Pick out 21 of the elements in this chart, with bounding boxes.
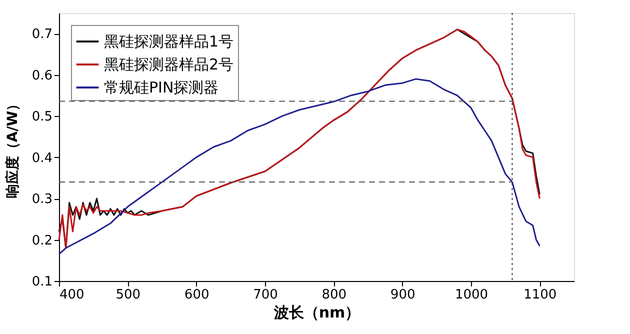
x-axis-title: 波长（nm） (272, 304, 360, 322)
x-tick-label: 500 (116, 288, 141, 302)
x-tick-label: 1100 (524, 288, 557, 302)
y-tick-label: 0.7 (32, 27, 52, 42)
x-tick-label: 400 (60, 288, 84, 302)
y-tick-label: 0.3 (32, 192, 52, 208)
y-axis-title: 响应度（A/W） (4, 96, 21, 198)
x-tick-label: 600 (184, 288, 210, 302)
legend-label: 常规硅PIN探测器 (104, 78, 219, 96)
legend-label: 黑硅探测器样品2号 (104, 56, 234, 74)
line-series (58, 78, 540, 255)
legend-label: 黑硅探测器样品1号 (104, 32, 234, 50)
x-tick-label: 900 (390, 288, 416, 302)
y-tick-label: 0.1 (32, 274, 52, 290)
y-tick-label: 0.2 (32, 233, 52, 248)
y-tick-label: 0.6 (32, 68, 52, 84)
x-tick-label: 700 (253, 288, 278, 302)
x-tick-label: 1000 (454, 288, 488, 302)
y-tick-label: 0.4 (32, 150, 52, 166)
x-tick-label: 800 (322, 288, 347, 302)
y-tick-label: 0.5 (32, 110, 52, 125)
